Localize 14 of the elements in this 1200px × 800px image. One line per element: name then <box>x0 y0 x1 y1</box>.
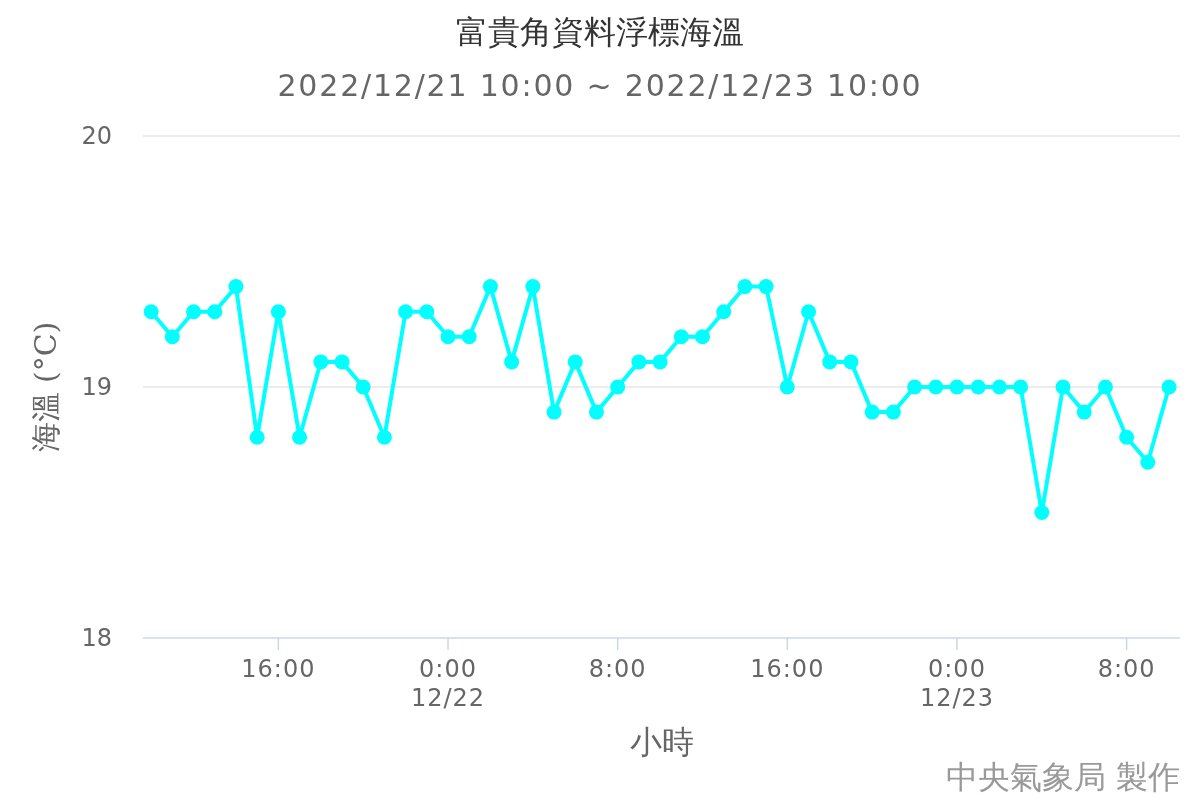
title: 富貴角資料浮標海溫 <box>456 13 744 51</box>
x-tick-label: 8:00 <box>588 655 647 683</box>
x-tick-label: 8:00 <box>1097 655 1156 683</box>
x-title: 小時 <box>629 723 694 761</box>
subtitle: 2022/12/21 10:00 ~ 2022/12/23 10:00 <box>277 68 923 103</box>
y-title: 海溫 (°C) <box>27 321 63 453</box>
x-tick-label: 0:00 12/22 <box>410 655 486 712</box>
x-tick-label: 0:00 12/23 <box>919 655 995 712</box>
y-tick-label: 20 <box>81 122 112 150</box>
x-tick-label: 16:00 <box>750 655 825 683</box>
annotation: 中央氣象局 製作 <box>945 758 1180 796</box>
x-tick-label: 16:00 <box>241 655 316 683</box>
y-tick-label: 18 <box>81 624 112 652</box>
y-tick-label: 19 <box>81 373 112 401</box>
